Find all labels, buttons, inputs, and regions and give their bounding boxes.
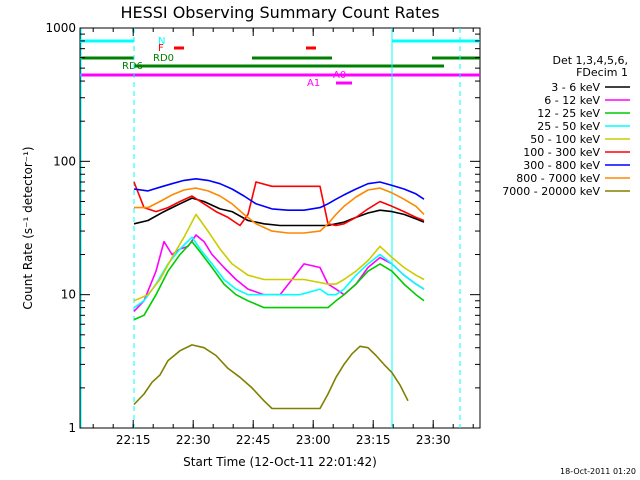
series-line-2 bbox=[133, 240, 425, 321]
legend-entry-label: 100 - 300 keV bbox=[523, 146, 600, 159]
flag-label: RD0 bbox=[153, 53, 174, 64]
x-tick-label: 22:15 bbox=[116, 433, 151, 447]
series-line-4 bbox=[133, 213, 425, 302]
series-line-5 bbox=[133, 181, 425, 227]
x-tick-label: 23:30 bbox=[416, 433, 451, 447]
legend-entry-label: 50 - 100 keV bbox=[530, 133, 600, 146]
legend-entry-label: 3 - 6 keV bbox=[551, 81, 600, 94]
legend-entry-label: 300 - 800 keV bbox=[523, 159, 600, 172]
y-tick-label: 10 bbox=[61, 288, 76, 302]
series-line-0 bbox=[133, 197, 425, 227]
legend-entry-label: 7000 - 20000 keV bbox=[502, 185, 600, 198]
y-tick-label: 1000 bbox=[45, 21, 76, 35]
y-tick-label: 100 bbox=[53, 154, 76, 168]
timestamp: 18-Oct-2011 01:20 bbox=[560, 467, 636, 476]
x-tick-label: 23:00 bbox=[296, 433, 331, 447]
flag-label: RD6 bbox=[122, 61, 143, 72]
chart-title: HESSI Observing Summary Count Rates bbox=[120, 3, 439, 22]
legend-entry-label: 800 - 7000 keV bbox=[516, 172, 600, 185]
plot-frame bbox=[79, 27, 481, 429]
series-line-7 bbox=[134, 187, 425, 234]
x-tick-label: 22:45 bbox=[236, 433, 271, 447]
legend-header: FDecim 1 bbox=[576, 66, 628, 79]
series-line-3 bbox=[133, 236, 425, 309]
y-tick-label: 1 bbox=[68, 421, 76, 435]
legend-header: Det 1,3,4,5,6, bbox=[552, 54, 628, 67]
series-line-6 bbox=[133, 178, 425, 211]
legend-entry-label: 12 - 25 keV bbox=[537, 107, 600, 120]
legend-entry-label: 6 - 12 keV bbox=[544, 94, 600, 107]
legend-entry-label: 25 - 50 keV bbox=[537, 120, 600, 133]
x-tick-label: 23:15 bbox=[356, 433, 391, 447]
flag-label: F bbox=[158, 43, 164, 54]
series-line-8 bbox=[133, 344, 409, 410]
flag-label: N bbox=[158, 36, 165, 47]
attenuator-label: A0 bbox=[333, 70, 346, 81]
attenuator-label: A1 bbox=[307, 78, 320, 89]
x-axis-label: Start Time (12-Oct-11 22:01:42) bbox=[183, 455, 377, 469]
x-tick-label: 22:30 bbox=[176, 433, 211, 447]
y-axis-label: Count Rate (s⁻¹ detector⁻¹) bbox=[21, 146, 35, 309]
